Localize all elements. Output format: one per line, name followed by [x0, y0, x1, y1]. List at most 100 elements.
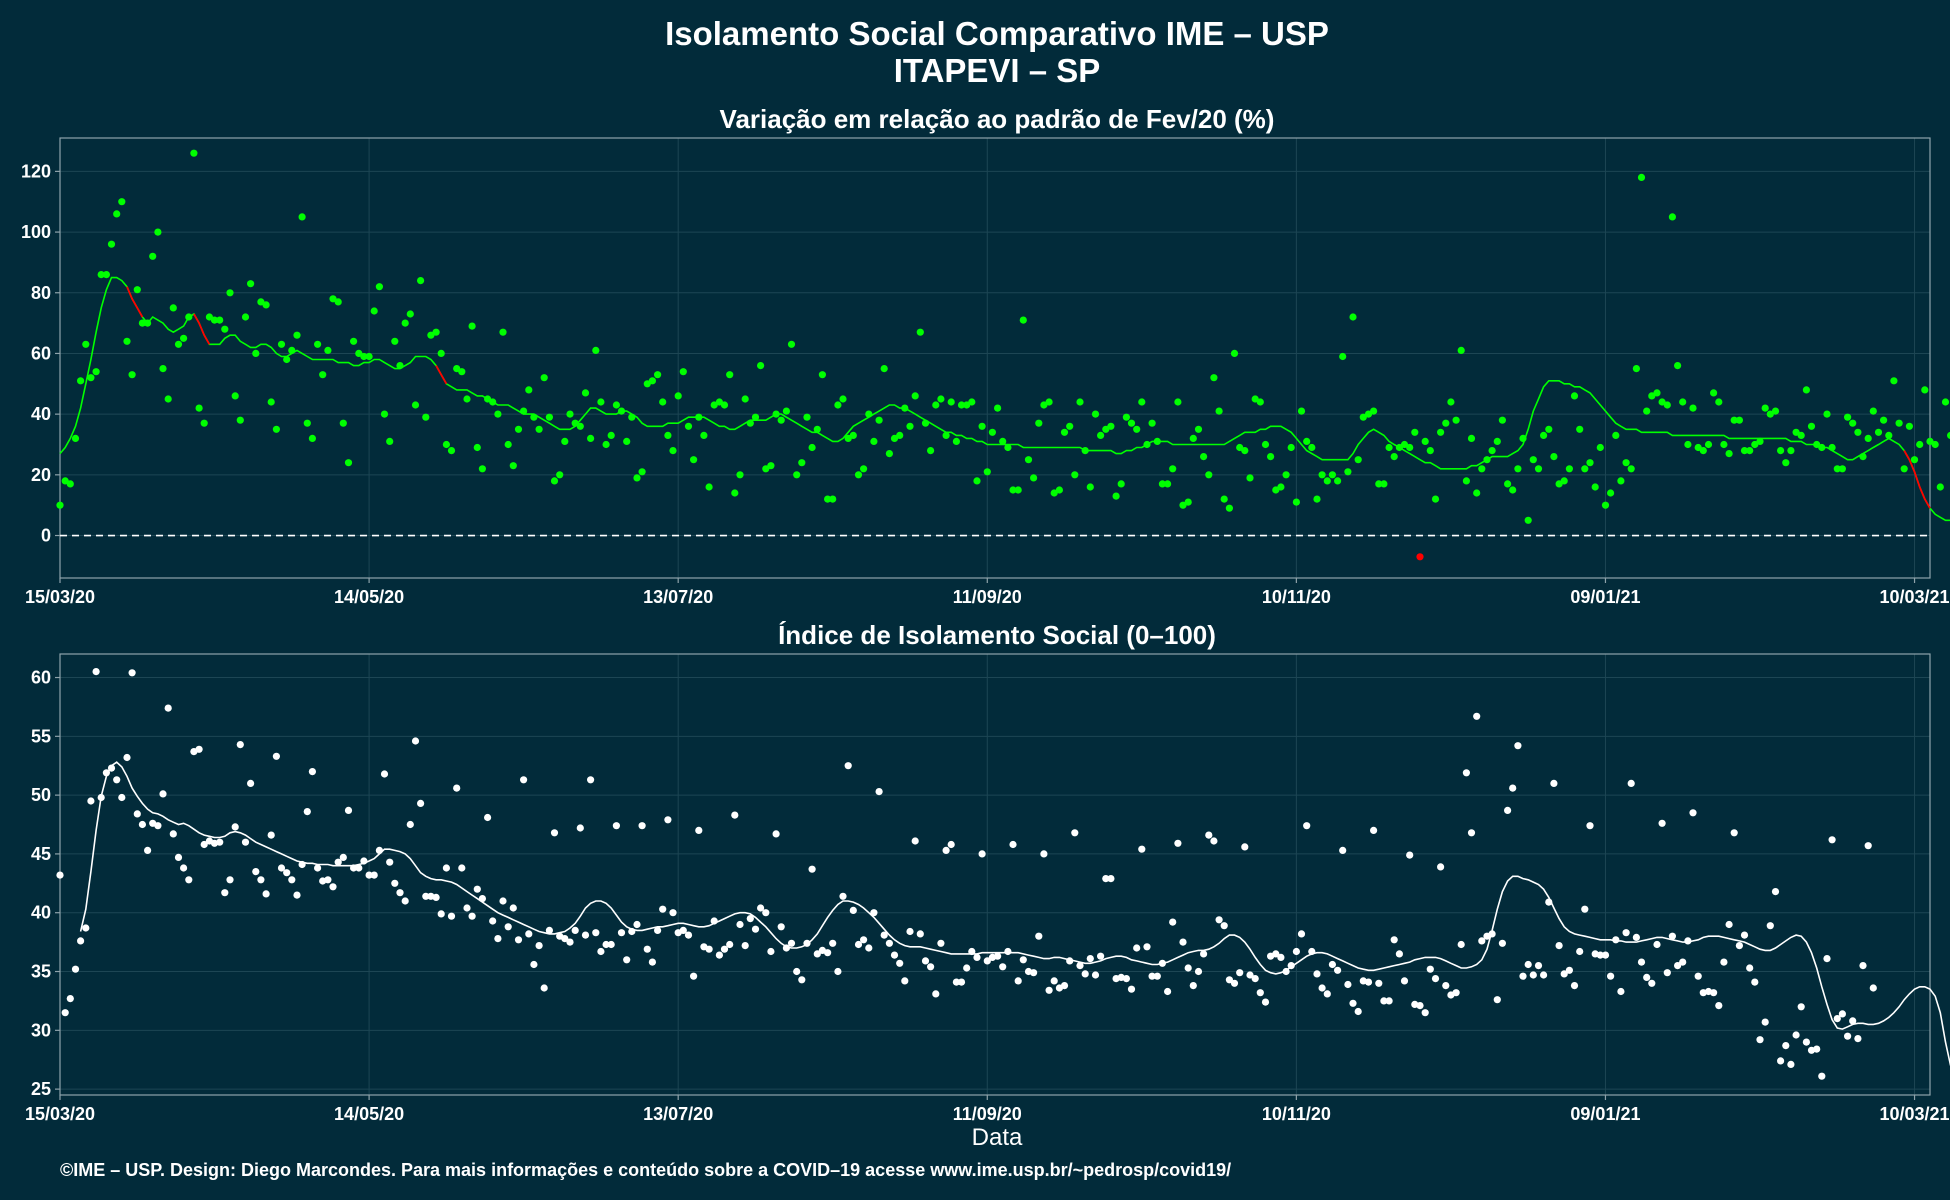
- data-point: [1674, 362, 1682, 370]
- data-point: [1751, 978, 1759, 986]
- data-point: [865, 410, 873, 418]
- data-point: [247, 280, 255, 288]
- data-point: [344, 806, 353, 815]
- data-point: [659, 398, 667, 406]
- data-point: [1534, 465, 1543, 473]
- data-point: [1540, 431, 1548, 439]
- data-point: [355, 864, 363, 872]
- data-point: [107, 240, 116, 248]
- data-point: [468, 322, 476, 330]
- data-point: [1627, 465, 1635, 473]
- data-point: [520, 776, 528, 784]
- data-point: [422, 413, 430, 421]
- y-tick-label: 80: [31, 283, 51, 303]
- data-point: [880, 931, 888, 939]
- data-point: [463, 904, 471, 912]
- data-point: [1370, 826, 1378, 835]
- y-tick-label: 25: [31, 1079, 51, 1099]
- data-point: [628, 927, 636, 936]
- data-point: [339, 419, 347, 427]
- data-point: [880, 365, 888, 373]
- data-point: [1328, 471, 1336, 479]
- moving-average-drop-segment: [126, 286, 1931, 509]
- data-point: [1318, 984, 1326, 992]
- data-point: [834, 967, 842, 976]
- data-point: [530, 413, 538, 421]
- data-point: [1740, 931, 1749, 939]
- data-point: [695, 413, 703, 421]
- data-point: [360, 352, 368, 361]
- data-point: [1565, 966, 1573, 974]
- data-point: [329, 883, 337, 891]
- data-point: [1349, 313, 1357, 321]
- data-point: [1097, 952, 1105, 960]
- data-point: [77, 377, 85, 385]
- data-point: [1756, 1036, 1764, 1044]
- data-point: [1303, 437, 1311, 445]
- data-point: [911, 837, 919, 845]
- data-point: [1498, 939, 1506, 947]
- data-point: [854, 940, 863, 949]
- data-point: [844, 762, 852, 770]
- data-point: [1215, 407, 1223, 415]
- data-point: [241, 313, 250, 321]
- data-point: [1205, 831, 1213, 839]
- data-point: [890, 951, 899, 959]
- data-point: [1931, 440, 1939, 449]
- data-point: [236, 741, 244, 749]
- data-point: [1823, 410, 1831, 418]
- moving-average-line: [59, 276, 1950, 522]
- data-point: [628, 413, 636, 421]
- data-point: [1802, 386, 1810, 394]
- data-point: [484, 813, 492, 822]
- data-point: [1287, 962, 1295, 970]
- data-point: [417, 277, 425, 285]
- data-point: [1849, 419, 1857, 427]
- data-point: [437, 910, 445, 918]
- data-point: [1380, 480, 1388, 488]
- data-point: [1169, 918, 1177, 926]
- x-tick-label: 10/03/21: [1880, 1104, 1950, 1124]
- data-point: [468, 912, 476, 920]
- data-point: [978, 850, 986, 858]
- data-point: [185, 876, 193, 884]
- data-point: [607, 940, 615, 949]
- data-point: [1576, 947, 1584, 956]
- data-point: [1107, 422, 1115, 430]
- data-point: [1704, 440, 1713, 449]
- data-point: [803, 939, 811, 947]
- data-point: [1637, 173, 1646, 181]
- y-tick-label: 120: [21, 161, 51, 181]
- data-point: [1570, 392, 1579, 400]
- data-point: [824, 949, 832, 957]
- x-tick-label: 15/03/20: [25, 587, 95, 607]
- data-point: [303, 419, 311, 427]
- data-point: [963, 964, 971, 972]
- data-point: [1720, 440, 1728, 449]
- data-point: [1813, 1045, 1821, 1053]
- data-point: [1256, 989, 1264, 997]
- data-point: [1550, 779, 1558, 788]
- data-point: [180, 864, 188, 872]
- data-point: [1442, 982, 1450, 990]
- data-point: [1467, 829, 1476, 837]
- data-point: [1308, 443, 1316, 452]
- data-point: [1313, 970, 1321, 978]
- data-point: [1277, 483, 1285, 491]
- data-point: [674, 392, 682, 400]
- data-point: [1375, 480, 1383, 488]
- data-point: [957, 978, 966, 986]
- data-point: [973, 953, 981, 962]
- data-point: [1504, 806, 1512, 815]
- data-point: [1040, 401, 1048, 409]
- data-point: [715, 951, 724, 959]
- data-point: [1390, 453, 1398, 461]
- data-point: [247, 779, 255, 788]
- data-point: [1524, 516, 1532, 524]
- data-point: [839, 892, 847, 900]
- data-point: [1153, 972, 1161, 980]
- data-point: [406, 310, 414, 318]
- data-point: [1550, 453, 1558, 461]
- data-point: [370, 307, 378, 315]
